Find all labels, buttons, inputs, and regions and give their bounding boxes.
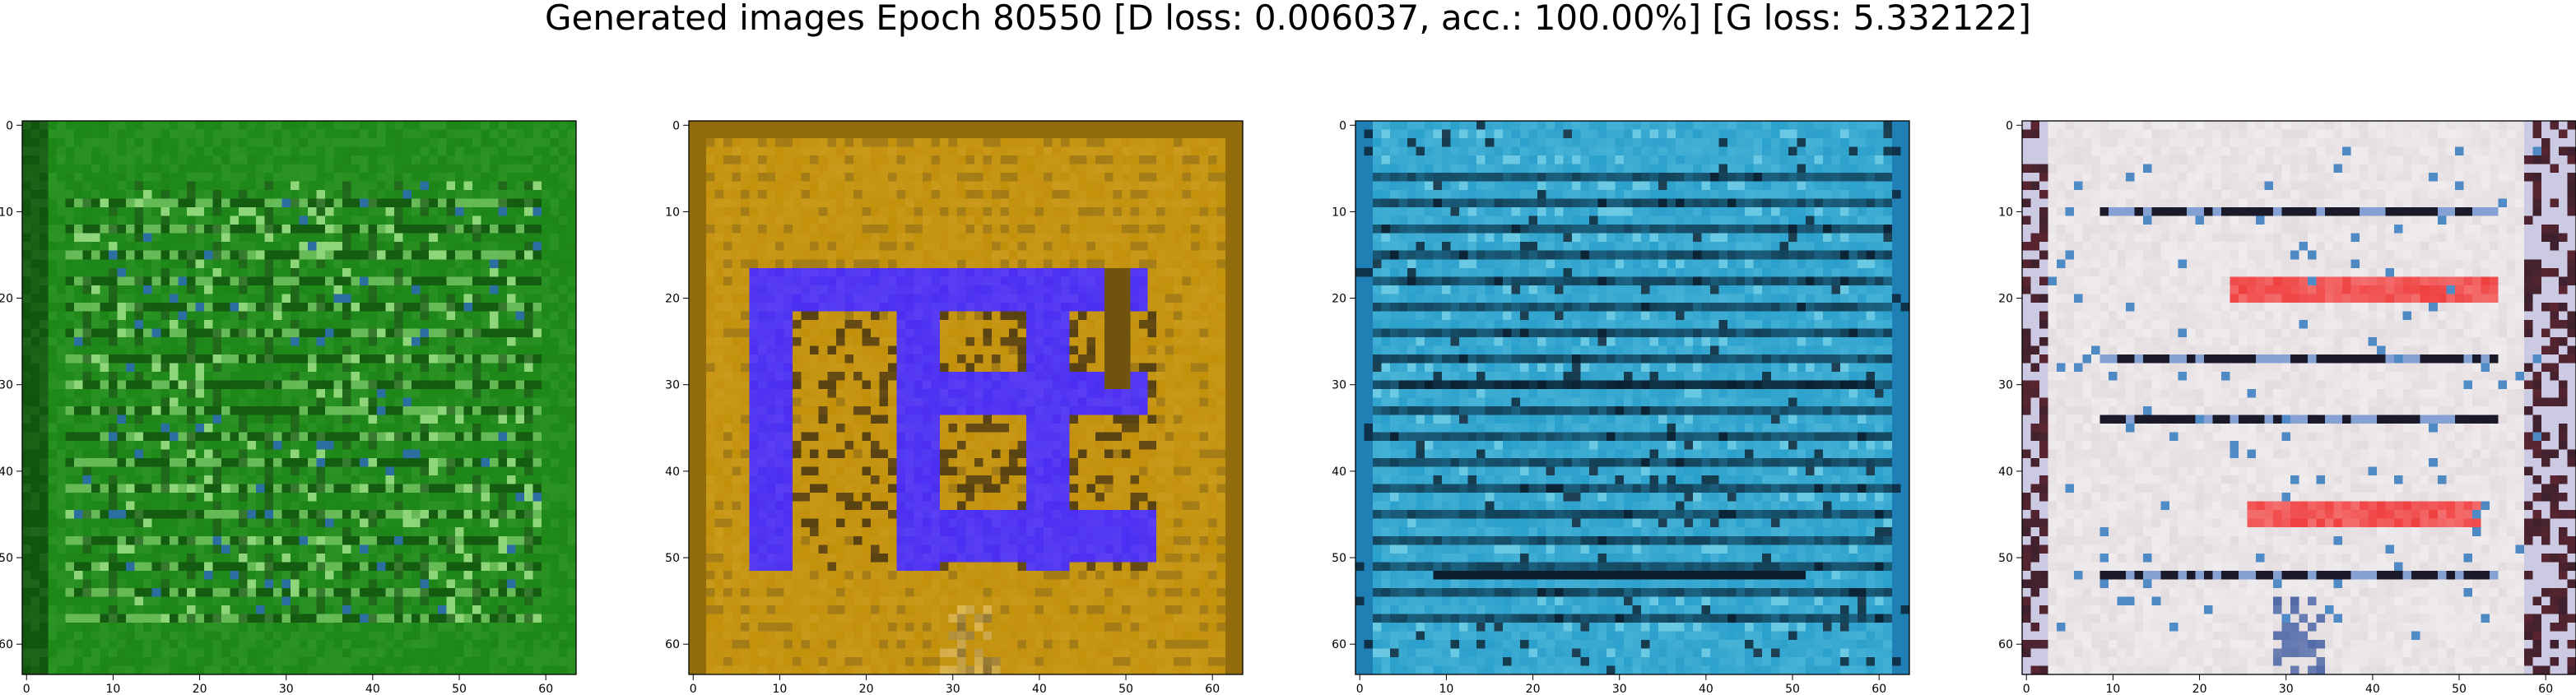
generated-image-4-xtick-label: 30 — [2279, 683, 2294, 695]
generated-image-4-ytick-label: 20 — [1998, 293, 2013, 306]
figure-title: Generated images Epoch 80550 [D loss: 0.… — [544, 0, 2032, 38]
generated-image-3-xtick-label: 20 — [1526, 683, 1541, 695]
generated-image-4-xtick-label: 60 — [2538, 683, 2553, 695]
generated-image-3-xtick-label: 0 — [1356, 683, 1364, 695]
generated-image-1-xtick-label: 10 — [106, 683, 121, 695]
generated-image-4-xtick-label: 0 — [2023, 683, 2030, 695]
generated-image-3-ytick-label: 20 — [1332, 293, 1346, 306]
generated-image-2-xtick-label: 20 — [859, 683, 874, 695]
generated-image-4-xtick-label: 10 — [2106, 683, 2121, 695]
generated-image-4-ytick-label: 0 — [2006, 119, 2013, 132]
generated-image-4-ytick-label: 60 — [1998, 638, 2013, 651]
generated-image-1-xtick-label: 60 — [538, 683, 553, 695]
generated-image-3-xtick-label: 60 — [1872, 683, 1886, 695]
generated-image-2-ytick-label: 40 — [665, 466, 680, 479]
generated-image-2-xtick-label: 30 — [946, 683, 960, 695]
generated-image-2-ytick-label: 20 — [665, 293, 680, 306]
generated-image-2-ytick-label: 10 — [665, 206, 680, 219]
generated-image-2-xtick-label: 60 — [1205, 683, 1220, 695]
generated-image-2-xtick-label: 50 — [1118, 683, 1133, 695]
generated-image-1-ytick-label: 40 — [0, 466, 13, 479]
generated-image-4-xtick-label: 20 — [2192, 683, 2207, 695]
generated-image-4-ytick-label: 10 — [1998, 206, 2013, 219]
generated-image-1-ytick-label: 20 — [0, 293, 13, 306]
generated-image-3-xtick-label: 10 — [1439, 683, 1454, 695]
generated-image-2-ytick-label: 0 — [672, 119, 680, 132]
generated-image-3-ytick-label: 60 — [1332, 638, 1346, 651]
generated-image-3 — [1355, 121, 1910, 675]
generated-image-2-panel: 0 10 20 30 40 50 60 0 10 20 30 40 50 60 — [665, 119, 1244, 695]
generated-image-4-panel: 0 10 20 30 40 50 60 0 10 20 30 40 50 60 — [1998, 119, 2576, 695]
generated-image-4-ytick-label: 40 — [1998, 466, 2013, 479]
generated-image-3-ytick-label: 0 — [1339, 119, 1346, 132]
generated-image-2-xtick-label: 0 — [690, 683, 697, 695]
generated-image-1-ytick-label: 50 — [0, 552, 13, 565]
generated-image-3-panel: 0 10 20 30 40 50 60 0 10 20 30 40 50 60 — [1332, 119, 1910, 695]
generated-image-1 — [22, 121, 577, 675]
generated-image-2-frame — [688, 120, 1244, 675]
generated-image-1-xtick-label: 30 — [279, 683, 294, 695]
generated-image-3-ytick-label: 50 — [1332, 552, 1346, 565]
generated-image-4-ytick-label: 50 — [1998, 552, 2013, 565]
generated-image-3-ytick-label: 10 — [1332, 206, 1346, 219]
generated-image-2 — [689, 121, 1244, 675]
generated-image-1-ytick-label: 10 — [0, 206, 13, 219]
generated-image-1-ytick-label: 30 — [0, 379, 13, 392]
generated-image-1-ytick-label: 0 — [6, 119, 13, 132]
generated-image-4 — [2022, 121, 2576, 675]
generated-image-4-xtick-label: 50 — [2452, 683, 2467, 695]
generated-image-2-ytick-label: 30 — [665, 379, 680, 392]
generated-image-1-xtick-label: 20 — [193, 683, 207, 695]
generated-image-3-xtick-label: 40 — [1699, 683, 1713, 695]
generated-image-1-xtick-label: 40 — [365, 683, 380, 695]
generated-image-1-xtick-label: 50 — [452, 683, 467, 695]
generated-image-2-ytick-label: 50 — [665, 552, 680, 565]
generated-image-1-frame — [21, 120, 577, 675]
generated-image-3-ytick-label: 30 — [1332, 379, 1346, 392]
generated-image-4-ytick-label: 30 — [1998, 379, 2013, 392]
generated-image-3-xtick-label: 30 — [1612, 683, 1627, 695]
generated-image-1-xtick-label: 0 — [23, 683, 30, 695]
generated-image-2-ytick-label: 60 — [665, 638, 680, 651]
generated-image-3-xtick-label: 50 — [1785, 683, 1800, 695]
generated-image-3-frame — [1355, 120, 1910, 675]
generated-image-1-panel: 0 10 20 30 40 50 60 0 10 20 30 40 50 60 — [0, 119, 577, 695]
generated-image-1-ytick-label: 60 — [0, 638, 13, 651]
generated-image-3-ytick-label: 40 — [1332, 466, 1346, 479]
generated-image-2-xtick-label: 10 — [773, 683, 788, 695]
generated-image-4-xtick-label: 40 — [2365, 683, 2380, 695]
generated-image-4-frame — [2021, 120, 2576, 675]
generated-image-2-xtick-label: 40 — [1032, 683, 1047, 695]
